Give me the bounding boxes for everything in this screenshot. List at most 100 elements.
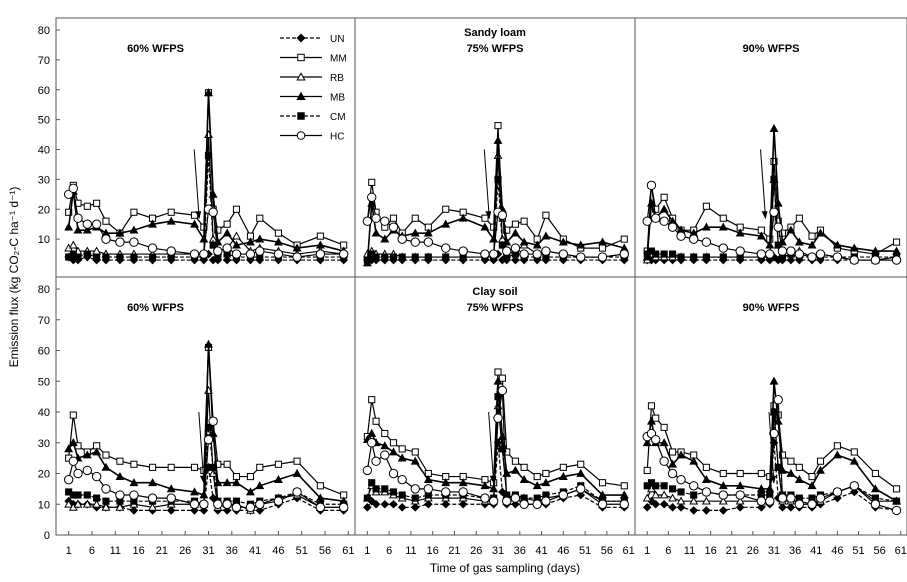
data-point-CM (660, 482, 668, 490)
data-point-CM (372, 485, 380, 493)
data-point-HC (777, 246, 788, 256)
data-point-HC (807, 499, 817, 509)
data-point-UN (255, 506, 265, 515)
data-point-MB (204, 88, 213, 97)
data-point-MM (620, 235, 628, 243)
data-point-MM (787, 457, 795, 465)
data-point-HC (423, 484, 434, 494)
data-point-HC (667, 222, 678, 232)
data-point-HC (794, 249, 805, 259)
data-point-MB (246, 487, 255, 496)
data-point-CM (102, 497, 110, 505)
data-point-CM (363, 256, 371, 264)
data-point-MB (148, 478, 158, 487)
data-point-HC (82, 465, 93, 476)
x-tick-label: 6 (665, 545, 671, 557)
data-point-HC (129, 490, 139, 500)
y-tick-label: 20 (38, 469, 50, 481)
y-tick-label: 30 (38, 438, 50, 450)
data-point-HC (576, 252, 586, 262)
data-point-HC (423, 237, 434, 247)
data-point-MM (381, 429, 389, 438)
data-point-HC (558, 249, 569, 259)
data-point-MM (702, 202, 710, 210)
data-point-HC (292, 487, 302, 497)
data-point-UN (735, 503, 745, 512)
x-tick-label: 51 (852, 545, 864, 557)
data-point-RB (208, 468, 218, 477)
data-point-HC (619, 249, 629, 259)
data-point-MB (232, 478, 241, 487)
data-point-MM (643, 466, 651, 474)
data-point-MM (494, 122, 502, 130)
data-point-CM (363, 494, 371, 502)
data-point-UN (222, 255, 232, 265)
data-point-MB (816, 465, 825, 474)
data-point-HC (659, 216, 669, 226)
data-point-MB (292, 468, 302, 477)
data-point-MB (870, 484, 880, 493)
data-point-MM (293, 457, 301, 465)
data-point-RB (82, 499, 92, 508)
data-point-MM (190, 463, 199, 471)
x-tick-label: 36 (789, 545, 801, 557)
data-point-CM (494, 175, 502, 183)
data-point-HC (510, 243, 521, 253)
data-point-MB (576, 240, 586, 249)
data-point-HC (362, 465, 373, 476)
data-point-MB (647, 416, 656, 425)
data-point-HC (676, 474, 686, 485)
x-tick-label: 6 (89, 545, 95, 557)
data-point-RB (148, 502, 158, 511)
y-axis-title: Emission flux (kg CO₂-C ha⁻¹ d⁻¹) (7, 187, 21, 368)
data-point-RB (92, 499, 102, 508)
data-point-HC (199, 499, 209, 509)
panel-title: 60% WFPS (127, 43, 184, 55)
data-point-HC (441, 487, 451, 497)
panel-1-0: 60% WFPS (63, 302, 349, 515)
data-point-MB (576, 468, 586, 477)
x-tick-label: 26 (470, 545, 482, 557)
data-point-MB (642, 438, 652, 447)
y-tick-label: 10 (38, 234, 50, 246)
data-point-MB (701, 222, 711, 231)
data-point-MB (558, 237, 568, 246)
data-point-HC (532, 499, 542, 509)
x-tick-label: 11 (405, 545, 416, 557)
data-point-RB (668, 493, 678, 502)
data-point-CM (690, 253, 698, 261)
data-point-MB (773, 198, 783, 207)
data-point-MB (519, 237, 529, 246)
data-point-HC (765, 496, 775, 506)
panel-soil-label: Sandy loam (464, 27, 526, 39)
data-point-HC (667, 468, 678, 479)
data-point-HC (388, 222, 399, 232)
application-arrow-head (199, 475, 206, 484)
data-point-HC (832, 487, 843, 497)
data-point-HC (213, 246, 223, 256)
data-point-RB (689, 496, 699, 505)
y-tick-label: 10 (38, 499, 50, 511)
data-point-HC (115, 490, 125, 500)
data-point-UN (702, 506, 711, 515)
data-point-HC (701, 237, 712, 247)
data-point-MB (367, 428, 377, 437)
data-point-MM (167, 463, 175, 471)
data-point-MB (541, 478, 551, 487)
data-point-HC (208, 207, 218, 217)
data-point-UN (397, 503, 407, 512)
data-point-UN (441, 499, 451, 509)
data-point-CM (669, 485, 677, 493)
data-point-HC (315, 502, 326, 513)
x-tick-label: 26 (179, 545, 191, 557)
data-point-HC (642, 216, 652, 226)
data-point-MM (892, 238, 901, 246)
x-tick-label: 11 (684, 545, 695, 557)
data-point-MM (795, 463, 803, 471)
data-point-CM (102, 253, 110, 261)
data-point-HC (101, 484, 111, 494)
data-point-UN (371, 499, 381, 509)
data-point-MM (757, 469, 765, 478)
data-point-MM (246, 473, 255, 481)
data-point-UN (129, 506, 139, 515)
